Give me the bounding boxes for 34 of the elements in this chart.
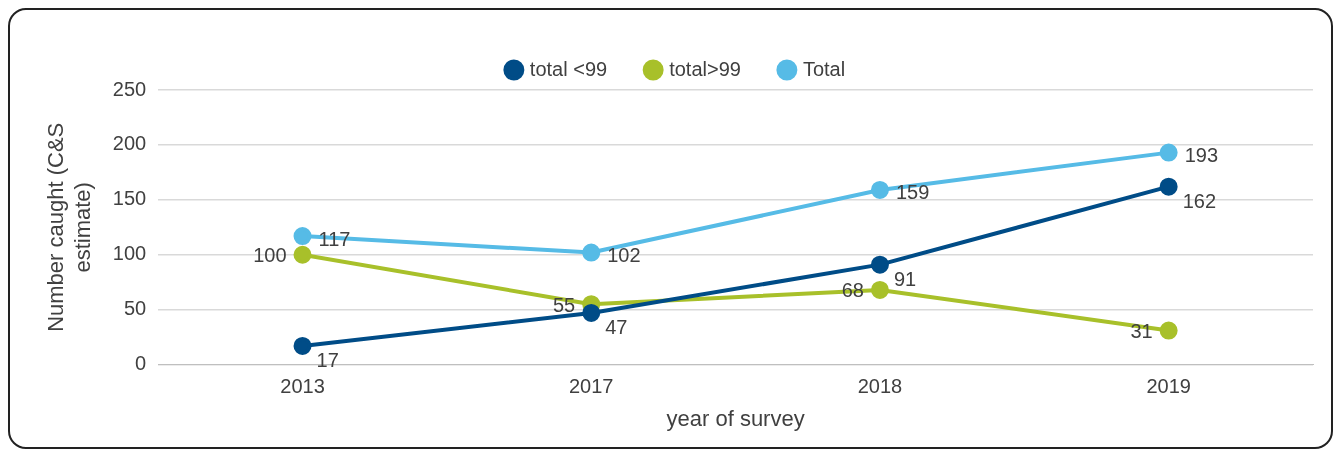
legend-label: Total	[802, 57, 846, 80]
y-tick-label: 250	[112, 77, 147, 100]
y-tick-label: 0	[135, 352, 147, 375]
data-label: 100	[253, 244, 287, 267]
data-label: 17	[316, 349, 339, 372]
x-tick-label: 2017	[568, 375, 614, 398]
point	[1159, 143, 1178, 162]
point	[870, 255, 889, 274]
y-tick-label: 200	[112, 132, 147, 155]
point	[293, 245, 312, 264]
point	[582, 303, 601, 322]
data-label: 193	[1184, 144, 1219, 167]
data-label: 162	[1182, 190, 1217, 213]
data-label: 102	[607, 244, 641, 267]
y-tick-label: 100	[112, 242, 147, 265]
x-tick-label: 2018	[857, 375, 903, 398]
x-tick-label: 2013	[280, 375, 325, 398]
x-axis-title: year of survey	[666, 405, 805, 431]
legend-label: total <99	[529, 57, 608, 80]
y-axis-title: Number caught (C&S estimate)	[43, 122, 95, 332]
y-tick-label: 150	[112, 187, 147, 210]
point	[582, 243, 601, 262]
point	[293, 336, 312, 355]
point	[870, 280, 889, 299]
point	[1159, 177, 1178, 196]
point	[293, 227, 312, 246]
point	[1159, 321, 1178, 340]
data-label: 91	[893, 268, 917, 291]
data-label: 159	[895, 181, 930, 204]
y-tick-label: 50	[123, 297, 147, 320]
data-label: 47	[605, 316, 628, 339]
x-tick-label: 2019	[1146, 375, 1191, 398]
point	[870, 180, 889, 199]
legend-label: total>99	[669, 57, 741, 80]
